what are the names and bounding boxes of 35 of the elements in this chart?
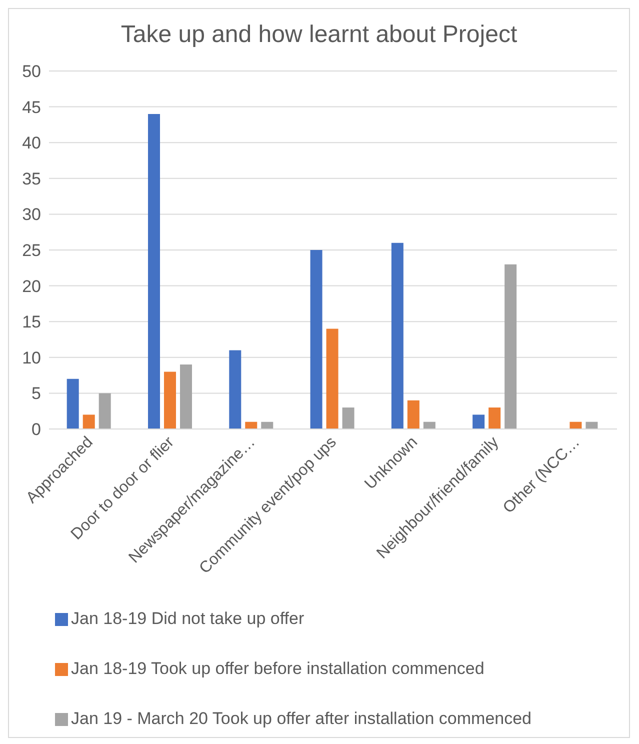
bar xyxy=(488,408,501,429)
bar xyxy=(407,400,420,429)
bar xyxy=(586,422,598,429)
y-tick-label: 45 xyxy=(22,98,41,117)
y-tick-label: 40 xyxy=(22,134,41,153)
bar xyxy=(391,242,404,429)
chart-title: Take up and how learnt about Project xyxy=(120,21,518,49)
bar xyxy=(148,114,160,429)
bar xyxy=(504,264,517,429)
bar xyxy=(180,364,192,429)
bar xyxy=(245,422,258,429)
y-tick-label: 50 xyxy=(22,62,41,82)
legend-label: Jan 18-19 Took up offer before installation commenced xyxy=(71,659,484,679)
y-tick-label: 35 xyxy=(22,169,41,188)
bar xyxy=(229,350,242,429)
y-tick-label: 15 xyxy=(22,312,41,332)
bar xyxy=(164,372,176,429)
y-tick-label: 20 xyxy=(22,276,41,296)
y-tick-label: 25 xyxy=(22,241,41,260)
y-tick-label: 30 xyxy=(22,205,41,224)
bar xyxy=(472,414,485,429)
legend-label: Jan 18-19 Did not take up offer xyxy=(71,609,304,629)
bar xyxy=(342,408,354,429)
bar xyxy=(570,422,582,429)
bar xyxy=(66,378,79,429)
bar xyxy=(310,250,322,429)
y-tick-label: 10 xyxy=(22,348,41,368)
bar xyxy=(423,422,436,429)
y-tick-label: 5 xyxy=(32,384,41,404)
legend-label: Jan 19 - March 20 Took up offer after installation commenced xyxy=(71,709,532,729)
bar xyxy=(326,328,338,429)
bar xyxy=(261,422,274,429)
y-tick-label: 0 xyxy=(32,420,41,440)
bar xyxy=(82,414,95,429)
bar xyxy=(98,393,111,429)
